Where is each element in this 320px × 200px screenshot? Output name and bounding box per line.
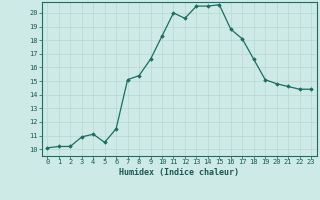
X-axis label: Humidex (Indice chaleur): Humidex (Indice chaleur)	[119, 168, 239, 177]
